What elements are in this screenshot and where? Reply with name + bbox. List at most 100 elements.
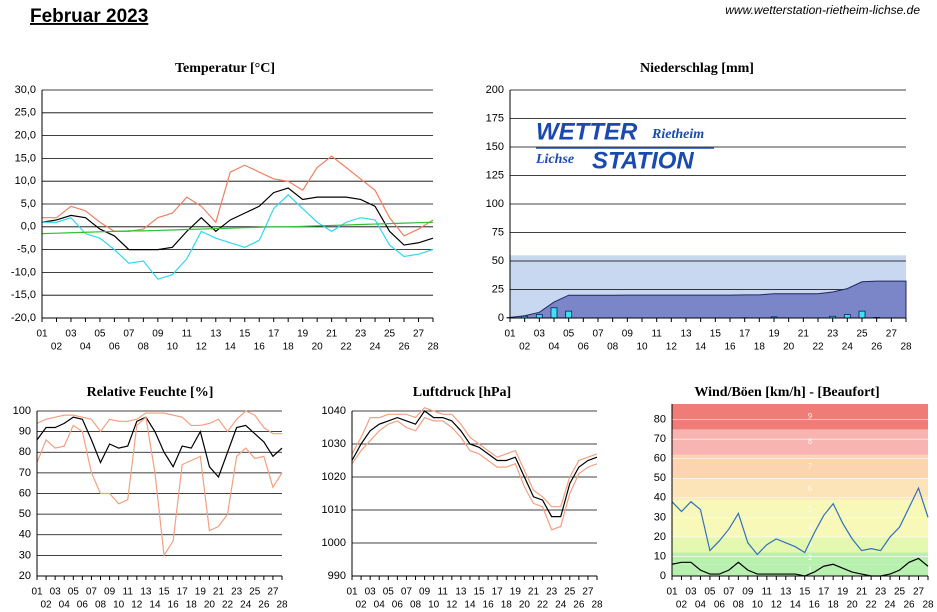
x-tick-label: 19 <box>195 587 207 598</box>
x-tick-label: 17 <box>492 587 504 598</box>
bar <box>843 314 851 319</box>
x-tick-label: 05 <box>563 329 575 340</box>
y-tick-label: 1030 <box>322 438 346 450</box>
y-tick-label: 1010 <box>322 504 346 516</box>
x-tick-label: 24 <box>885 600 897 611</box>
y-tick-label: 75 <box>492 226 504 238</box>
beaufort-label: 1 <box>808 565 812 574</box>
y-tick-label: 0 <box>660 570 666 582</box>
x-tick-label: 24 <box>370 342 382 353</box>
site-url: www.wetterstation-rietheim-lichse.de <box>725 3 920 17</box>
x-tick-label: 12 <box>196 342 208 353</box>
series-line <box>351 416 598 531</box>
y-tick-label: 20,0 <box>15 130 36 142</box>
y-tick-label: 100 <box>486 198 504 210</box>
x-tick-label: 28 <box>427 342 439 353</box>
y-tick-label: 0,0 <box>21 221 36 233</box>
y-tick-label: 50 <box>492 255 504 267</box>
chart-title: Temperatur [°C] <box>175 61 275 76</box>
x-tick-label: 25 <box>856 329 868 340</box>
x-tick-label: 19 <box>768 329 780 340</box>
x-tick-label: 12 <box>771 600 783 611</box>
series-line <box>36 410 282 435</box>
y-tick-label: -5,0 <box>17 244 36 256</box>
x-tick-label: 14 <box>790 600 802 611</box>
logo-text: STATION <box>592 147 694 174</box>
x-tick-label: 22 <box>812 342 824 353</box>
x-tick-label: 13 <box>780 587 792 598</box>
series-line <box>36 416 283 479</box>
y-tick-label: 90 <box>19 426 31 438</box>
beaufort-label: 5 <box>808 504 812 513</box>
x-tick-label: 24 <box>555 600 567 611</box>
x-tick-label: 15 <box>158 587 170 598</box>
x-tick-label: 24 <box>240 600 252 611</box>
x-tick-label: 22 <box>222 600 234 611</box>
x-tick-label: 02 <box>676 600 688 611</box>
logo-text: Lichse <box>535 152 574 167</box>
x-tick-label: 02 <box>41 600 53 611</box>
x-tick-label: 20 <box>783 342 795 353</box>
y-tick-label: -15,0 <box>11 289 36 301</box>
beaufort-band <box>672 519 928 537</box>
series-line <box>351 406 598 508</box>
x-tick-label: 14 <box>225 342 237 353</box>
x-tick-label: 10 <box>428 600 440 611</box>
x-tick-label: 15 <box>239 329 251 340</box>
y-tick-label: 70 <box>19 467 31 479</box>
x-tick-label: 18 <box>754 342 766 353</box>
y-tick-label: 60 <box>19 487 31 499</box>
beaufort-band <box>672 478 928 500</box>
x-tick-label: 20 <box>312 342 324 353</box>
x-tick-label: 06 <box>714 600 726 611</box>
beaufort-band <box>672 499 928 520</box>
x-tick-label: 02 <box>519 342 531 353</box>
x-tick-label: 10 <box>752 600 764 611</box>
x-tick-label: 05 <box>94 329 106 340</box>
x-tick-label: 26 <box>258 600 270 611</box>
x-tick-label: 21 <box>856 587 868 598</box>
y-tick-label: 20 <box>19 570 31 582</box>
beaufort-label: 2 <box>808 553 812 562</box>
x-tick-label: 09 <box>419 587 431 598</box>
x-tick-label: 16 <box>724 342 736 353</box>
x-tick-label: 26 <box>398 342 410 353</box>
x-tick-label: 03 <box>534 329 546 340</box>
beaufort-band <box>672 564 928 576</box>
series-line <box>41 187 434 251</box>
x-tick-label: 11 <box>762 587 773 598</box>
x-tick-label: 11 <box>651 329 662 340</box>
y-tick-label: 40 <box>654 492 666 504</box>
x-tick-label: 04 <box>59 600 71 611</box>
y-tick-label: 30,0 <box>15 84 36 96</box>
x-tick-label: 25 <box>249 587 261 598</box>
x-tick-label: 13 <box>455 587 467 598</box>
y-tick-label: 80 <box>654 414 666 426</box>
bar <box>535 314 543 319</box>
page-title: Februar 2023 <box>30 6 148 27</box>
y-tick-label: 200 <box>486 84 504 96</box>
y-tick-label: 5,0 <box>21 198 36 210</box>
beaufort-band <box>672 552 928 565</box>
x-tick-label: 22 <box>866 600 878 611</box>
x-tick-label: 19 <box>297 329 309 340</box>
x-tick-label: 10 <box>167 342 179 353</box>
x-tick-label: 12 <box>666 342 678 353</box>
x-tick-label: 09 <box>152 329 164 340</box>
x-tick-label: 19 <box>510 587 522 598</box>
beaufort-label: 7 <box>808 461 812 470</box>
y-tick-label: 20 <box>654 531 666 543</box>
y-tick-label: 125 <box>486 169 504 181</box>
y-tick-label: 50 <box>19 508 31 520</box>
series-line <box>36 416 283 558</box>
beaufort-band <box>672 536 928 553</box>
x-tick-label: 02 <box>51 342 63 353</box>
x-tick-label: 27 <box>886 329 898 340</box>
x-tick-label: 04 <box>548 342 560 353</box>
x-tick-label: 04 <box>80 342 92 353</box>
x-tick-label: 16 <box>809 600 821 611</box>
y-tick-label: 0 <box>498 312 504 324</box>
x-tick-label: 04 <box>695 600 707 611</box>
